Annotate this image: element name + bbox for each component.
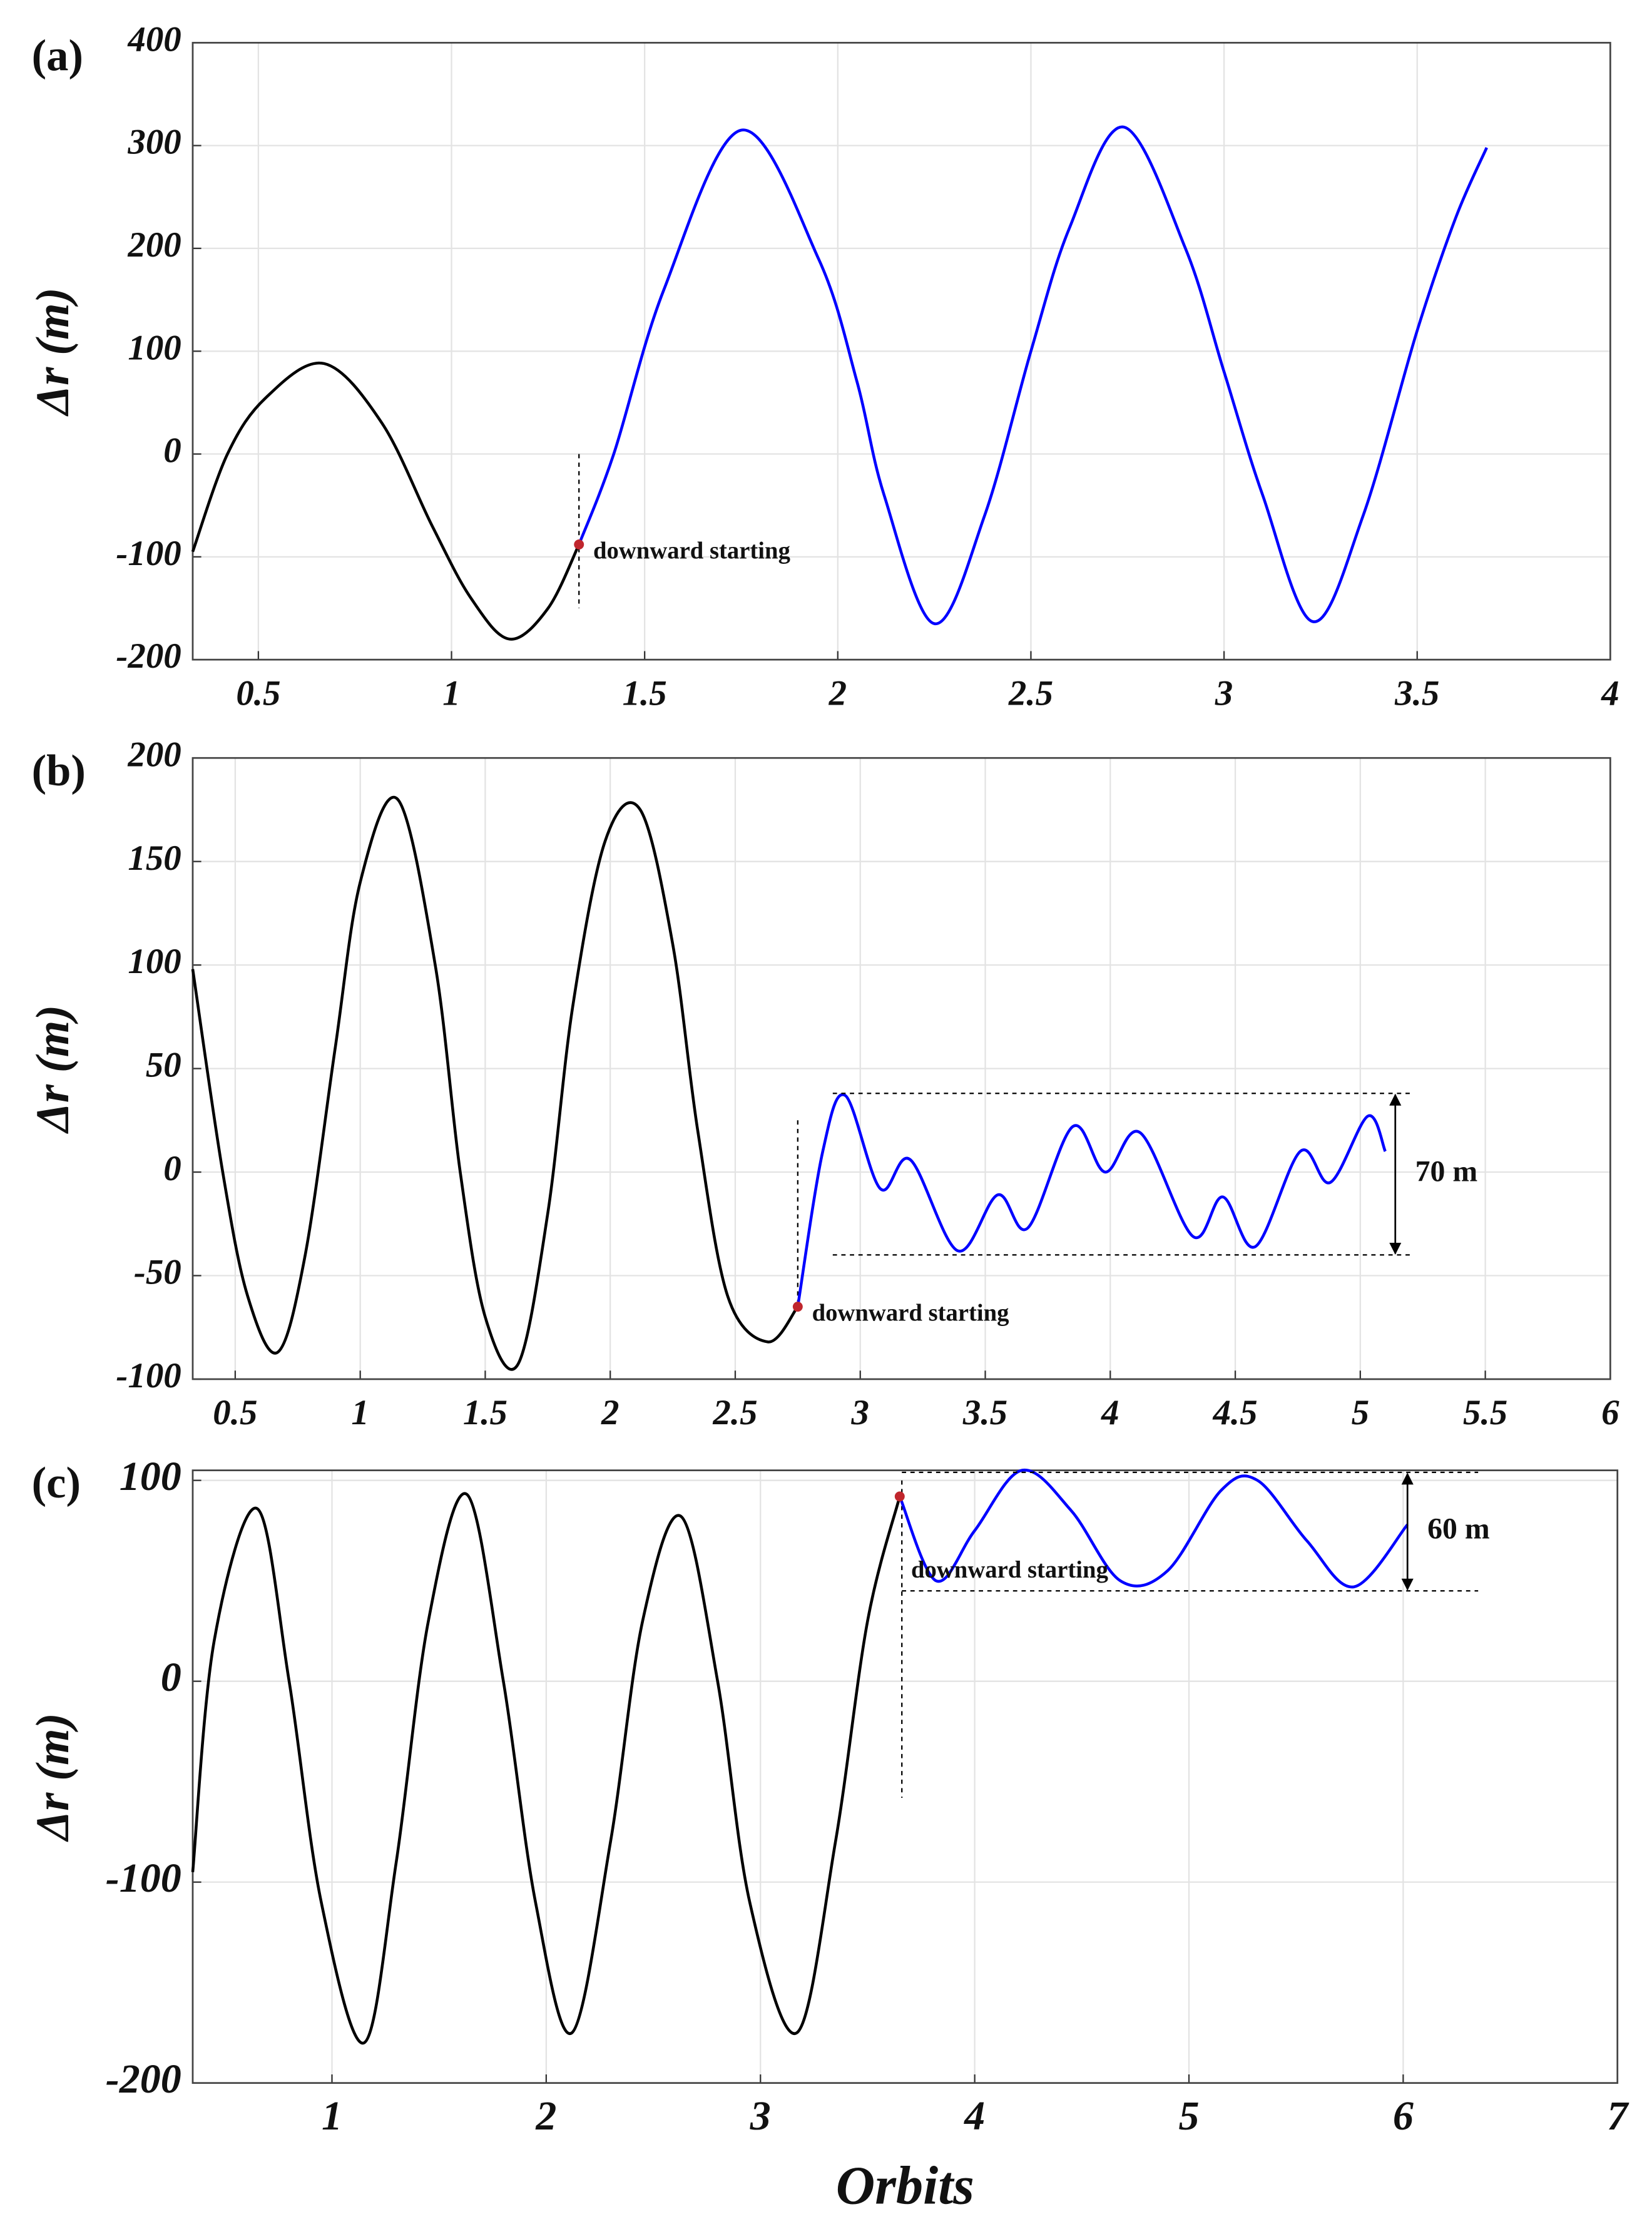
x-tick-label: 6: [1393, 2093, 1414, 2139]
x-tick-label: 5.5: [1463, 1393, 1507, 1432]
x-tick-label: 4: [963, 2093, 985, 2139]
y-tick-label: 200: [127, 735, 181, 774]
panel-label: (c): [32, 1459, 81, 1507]
x-tick-label: 2: [601, 1393, 619, 1432]
x-tick-label: 2: [829, 673, 847, 713]
x-tick-label: 4.5: [1212, 1393, 1257, 1432]
x-tick-label: 4: [1601, 673, 1619, 713]
y-axis-label: Δr (m): [27, 1005, 79, 1135]
data-line: [191, 361, 581, 641]
annotation: downward starting: [812, 1300, 1009, 1327]
x-tick-label: 2: [535, 2093, 556, 2139]
x-tick-label: 3: [1215, 673, 1233, 713]
y-tick-label: 50: [146, 1046, 181, 1085]
x-tick-label: 0.5: [236, 673, 280, 713]
y-tick-label: -100: [116, 1356, 181, 1395]
y-tick-label: -100: [106, 1855, 181, 1901]
x-tick-label: 1: [442, 673, 460, 713]
y-tick-label: -100: [116, 534, 181, 573]
y-tick-label: 150: [128, 839, 181, 878]
y-tick-label: -200: [116, 636, 181, 676]
x-tick-label: 1: [351, 1393, 369, 1432]
range-label: 70 m: [1415, 1155, 1478, 1188]
x-tick-label: 3.5: [1394, 673, 1439, 713]
axes-box: [191, 1469, 1619, 2084]
y-tick-label: 0: [163, 1149, 181, 1188]
x-tick-label: 5: [1178, 2093, 1199, 2139]
y-tick-label: -50: [134, 1253, 181, 1292]
y-tick-label: 300: [127, 123, 181, 162]
x-tick-label: 7: [1607, 2093, 1629, 2139]
start-marker: [574, 539, 584, 550]
y-axis-label: Δr (m): [27, 1713, 79, 1842]
y-tick-label: -200: [106, 2056, 181, 2102]
annotation: downward starting: [593, 538, 790, 564]
axes-box: [191, 757, 1611, 1380]
x-tick-label: 1: [322, 2093, 342, 2139]
start-marker: [894, 1491, 905, 1502]
panel-label: (a): [32, 31, 83, 80]
data-line: [191, 1492, 902, 2045]
range-label: 60 m: [1427, 1512, 1490, 1546]
panel-label: (b): [32, 747, 86, 795]
x-tick-label: 4: [1101, 1393, 1119, 1432]
x-tick-label: 6: [1601, 1393, 1619, 1432]
y-tick-label: 100: [128, 328, 181, 367]
data-line: [578, 125, 1488, 625]
y-axis-label: Δr (m): [27, 287, 79, 417]
y-tick-label: 0: [161, 1655, 181, 1700]
data-line: [796, 1093, 1387, 1307]
y-tick-label: 100: [120, 1454, 181, 1499]
x-axis-label: Orbits: [836, 2156, 974, 2216]
axes-box: [191, 41, 1611, 661]
data-line: [191, 796, 799, 1371]
start-marker: [792, 1302, 803, 1312]
x-tick-label: 3: [750, 2093, 771, 2139]
x-tick-label: 3.5: [962, 1393, 1007, 1432]
x-tick-label: 2.5: [1008, 673, 1053, 713]
annotation: downward starting: [911, 1557, 1108, 1583]
x-tick-label: 5: [1352, 1393, 1369, 1432]
x-tick-label: 1.5: [463, 1393, 507, 1432]
x-tick-label: 3: [851, 1393, 869, 1432]
plot-area: [192, 1470, 1618, 2083]
y-tick-label: 200: [127, 225, 181, 265]
x-tick-label: 2.5: [712, 1393, 757, 1432]
data-line: [898, 1468, 1409, 1589]
x-tick-label: 1.5: [623, 673, 667, 713]
y-tick-label: 100: [128, 942, 181, 981]
y-tick-label: 0: [163, 431, 181, 471]
y-tick-label: 400: [127, 19, 181, 59]
x-tick-label: 0.5: [213, 1393, 257, 1432]
